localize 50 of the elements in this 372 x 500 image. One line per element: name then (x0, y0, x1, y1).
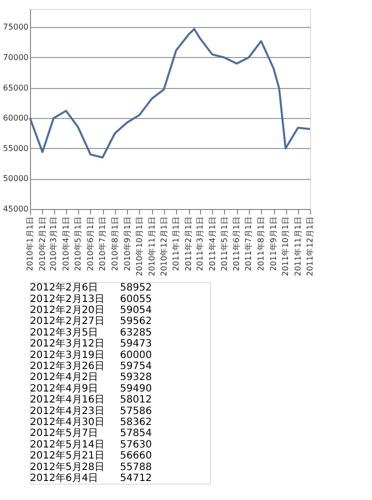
x-tick-label: 2011年10月1日 (281, 216, 290, 276)
text: 2012年4月9日 59490 (30, 383, 152, 394)
x-tick-label: 2010年3月1日 (49, 216, 58, 272)
text: 2012年2月6日 58952 (30, 282, 152, 294)
y-tick-label: 45000 (3, 204, 28, 214)
x-tick-label: 2011年3月1日 (195, 216, 204, 272)
y-tick-label: 60000 (3, 114, 28, 123)
x-tick-label: 2011年11月1日 (293, 216, 302, 276)
y-tick-label: 75000 (3, 22, 28, 32)
text: 2012年2月13日 60055 (30, 294, 152, 305)
text: 2012年3月26日 59754 (30, 361, 152, 372)
x-tick-label: 2010年9月1日 (122, 216, 132, 272)
y-tick-label: 70000 (3, 52, 28, 62)
text: 2012年5月14日 57630 (30, 439, 152, 450)
x-tick-label: 2010年10月1日 (134, 216, 144, 276)
x-tick-label: 2011年7月1日 (244, 216, 254, 272)
x-tick-label: 2011年8月1日 (256, 216, 266, 272)
text: 2012年4月16日 58012 (30, 394, 152, 406)
x-tick-label: 2011年12月1日 (306, 216, 314, 276)
text: 2012年5月28日 55788 (30, 462, 152, 473)
x-tick-label: 2011年9月1日 (269, 216, 278, 272)
x-tick-label: 2010年8月1日 (110, 216, 120, 272)
x-tick-label: 2010年6月1日 (86, 216, 95, 272)
text: 2012年3月12日 59473 (30, 338, 152, 350)
x-tick-label: 2011年2月1日 (184, 216, 194, 272)
y-tick-label: 55000 (3, 144, 28, 153)
x-tick-label: 2010年1月1日 (26, 216, 34, 272)
text: 2012年2月20日 59054 (30, 305, 152, 316)
x-tick-label: 2010年4月1日 (62, 216, 71, 272)
x-tick-label: 2010年11月1日 (147, 216, 156, 276)
x-tick-label: 2010年7月1日 (98, 216, 108, 272)
x-tick-label: 2011年4月1日 (208, 216, 217, 272)
text: 2012年4月23日 57586 (30, 406, 152, 417)
x-tick-label: 2011年6月1日 (232, 216, 242, 272)
text: 2012年3月5日 63285 (30, 327, 152, 338)
text: 2012年6月4日 54712 (30, 473, 152, 484)
text: 2012年2月27日 59562 (30, 316, 152, 328)
x-tick-label: 2011年5月1日 (220, 216, 229, 272)
x-tick-label: 2011年1月1日 (172, 216, 181, 272)
y-tick-label: 65000 (3, 83, 28, 92)
x-tick-label: 2010年2月1日 (38, 216, 47, 272)
text: 2012年4月30日 58362 (30, 417, 152, 428)
y-tick-label: 50000 (3, 174, 28, 184)
line-series (29, 28, 311, 158)
text: 2012年4月2日 59328 (30, 372, 152, 384)
x-tick-label: 2010年5月1日 (74, 216, 83, 272)
x-tick-label: 2010年12月1日 (159, 216, 168, 276)
text: 2012年5月21日 56660 (30, 450, 152, 462)
text: 2012年3月19日 60000 (30, 350, 152, 361)
text: 2012年5月7日 57854 (30, 428, 152, 440)
